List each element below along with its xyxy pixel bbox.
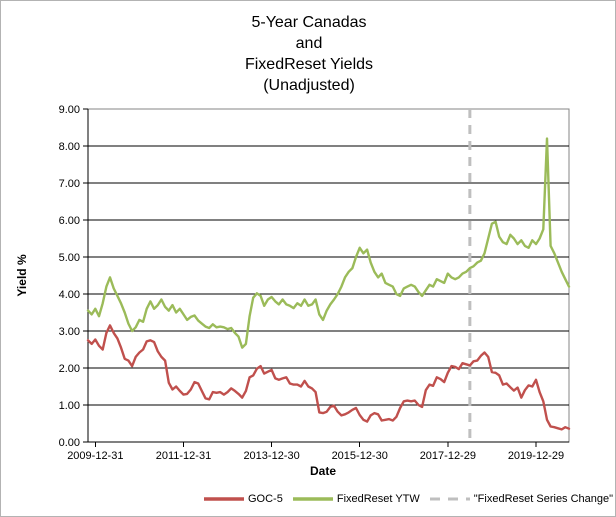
legend: GOC-5 FixedReset YTW "FixedReset Series …: [203, 493, 613, 505]
goc-5-line: [86, 324, 571, 431]
y-tick-label: 3.00: [59, 326, 80, 338]
chart-title-line-4: (Unadjusted): [263, 77, 355, 94]
x-axis-title: Date: [310, 464, 336, 478]
x-tick-label: 2011-12-31: [156, 450, 211, 462]
x-tick-label: 2009-12-31: [67, 450, 123, 462]
x-tick-label: 2017-12-29: [420, 450, 476, 462]
plot-border: [87, 108, 570, 443]
legend-label-series-change: "FixedReset Series Change": [473, 493, 614, 505]
y-tick-label: 2.00: [59, 363, 80, 375]
y-tick-label: 8.00: [59, 141, 80, 153]
x-tick-label: 2019-12-29: [508, 450, 564, 462]
y-tick-label: 1.00: [59, 400, 80, 412]
x-tick-label: 2013-12-30: [243, 450, 299, 462]
fixedreset-ytw-line-swatch: [292, 497, 333, 501]
y-tick-label: 4.00: [59, 289, 80, 301]
legend-item-goc5: GOC-5: [203, 493, 283, 505]
legend-item-series-change: "FixedReset Series Change": [429, 493, 613, 505]
y-tick-label: 0.00: [59, 437, 80, 449]
chart-title-line-3: FixedReset Yields: [244, 56, 374, 73]
fixedreset-ytw-line: [86, 137, 571, 349]
y-axis-title: Yield %: [15, 254, 29, 297]
y-tick-label: 7.00: [59, 178, 80, 190]
legend-label-goc5: GOC-5: [248, 493, 283, 505]
chart-title: 5-Year Canadas and FixedReset Yields (Un…: [1, 12, 615, 96]
y-tick-label: 9.00: [59, 104, 80, 116]
y-tick-label: 6.00: [59, 215, 80, 227]
chart-title-line-2: and: [295, 35, 323, 52]
x-tick-label: 2015-12-30: [332, 450, 388, 462]
legend-label-fixedreset-ytw: FixedReset YTW: [336, 493, 420, 505]
chart-title-line-1: 5-Year Canadas: [251, 14, 367, 31]
y-tick-label: 5.00: [59, 252, 80, 264]
legend-item-fixedreset-ytw: FixedReset YTW: [292, 493, 420, 505]
goc5-line-swatch: [204, 497, 244, 501]
series-change-dash-swatch: [429, 497, 470, 501]
